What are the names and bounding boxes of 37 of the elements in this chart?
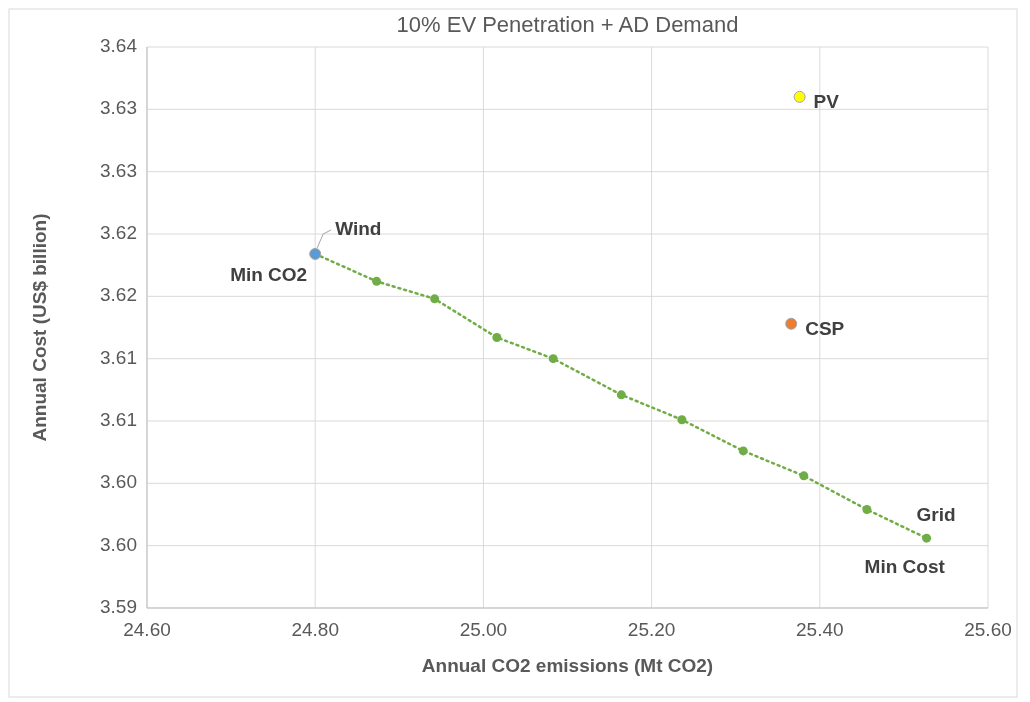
chart-title: 10% EV Penetration + AD Demand [396,12,739,37]
point [862,505,872,515]
point [372,276,382,286]
point [785,317,798,330]
x-tick-label: 25.20 [627,619,676,640]
annotation: CSP [805,317,845,339]
x-tick-label: 25.00 [459,619,508,640]
y-tick-label: 3.60 [100,533,137,555]
x-axis-title: Annual CO2 emissions (Mt CO2) [421,655,714,676]
x-tick-label: 25.40 [796,619,844,640]
annotation: Min CO2 [230,263,308,285]
y-tick-label: 3.64 [100,35,138,57]
annotation: Min Cost [864,556,946,578]
point [799,471,809,481]
point [922,533,932,543]
annotation: Grid [916,504,956,526]
y-tick-label: 3.63 [100,159,137,181]
point [430,294,440,304]
point [738,446,748,456]
point [677,415,687,425]
annotation: PV [813,90,840,112]
y-tick-label: 3.61 [100,409,137,431]
annotation: Wind [335,217,382,239]
y-tick-label: 3.60 [100,471,137,493]
x-tick-label: 24.80 [291,619,339,640]
point [793,90,806,103]
y-tick-label: 3.62 [100,284,137,306]
point [548,354,558,364]
y-tick-label: 3.59 [100,596,137,618]
x-tick-label: 25.60 [964,619,1012,640]
x-tick-label: 24.60 [123,619,171,640]
point [492,332,502,342]
point [616,390,626,400]
y-axis-title: Annual Cost (US$ billion) [29,213,50,442]
y-tick-label: 3.62 [100,222,137,244]
y-tick-label: 3.61 [100,346,137,368]
y-tick-label: 3.63 [100,97,137,119]
